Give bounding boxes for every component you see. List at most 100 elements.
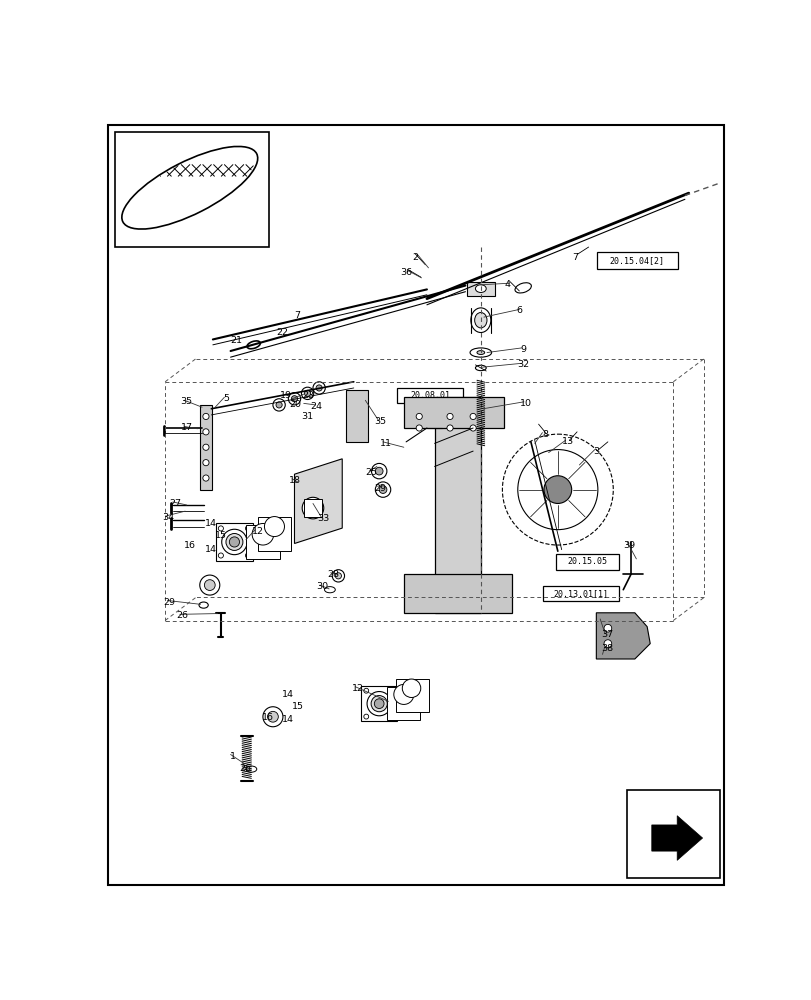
Text: 32: 32 <box>517 360 529 369</box>
Bar <box>303 499 322 517</box>
Text: 3: 3 <box>593 447 599 456</box>
Circle shape <box>367 692 391 716</box>
Circle shape <box>218 526 223 531</box>
Text: 35: 35 <box>180 397 192 406</box>
Circle shape <box>203 429 208 435</box>
Polygon shape <box>651 816 702 860</box>
Bar <box>216 523 253 561</box>
Circle shape <box>291 396 297 402</box>
Circle shape <box>245 553 251 558</box>
Text: 27: 27 <box>169 499 181 508</box>
Circle shape <box>470 425 475 431</box>
Circle shape <box>401 679 420 698</box>
Text: 38: 38 <box>600 644 612 653</box>
Circle shape <box>393 684 414 704</box>
Ellipse shape <box>470 308 490 333</box>
Circle shape <box>371 696 387 712</box>
Circle shape <box>332 570 344 582</box>
Bar <box>257 517 291 551</box>
Text: 6: 6 <box>516 306 521 315</box>
Circle shape <box>374 699 384 709</box>
Ellipse shape <box>470 348 491 357</box>
Text: 2: 2 <box>412 253 418 262</box>
Text: 1: 1 <box>230 752 236 761</box>
Text: 39: 39 <box>623 541 635 550</box>
Text: 14: 14 <box>205 545 217 554</box>
Circle shape <box>446 425 453 431</box>
Text: 15: 15 <box>291 702 303 711</box>
Circle shape <box>203 460 208 466</box>
Circle shape <box>603 624 611 632</box>
Circle shape <box>415 413 422 420</box>
Text: 14: 14 <box>205 519 217 528</box>
Bar <box>115 132 268 247</box>
Bar <box>555 554 618 570</box>
Ellipse shape <box>475 365 486 371</box>
Ellipse shape <box>247 341 260 349</box>
Text: 16: 16 <box>262 713 274 722</box>
Circle shape <box>315 385 322 391</box>
Text: 8: 8 <box>542 430 548 439</box>
Bar <box>543 586 618 601</box>
Bar <box>246 525 280 559</box>
Text: 34: 34 <box>162 513 174 522</box>
Text: 29: 29 <box>164 598 175 607</box>
Circle shape <box>379 486 386 493</box>
Circle shape <box>363 714 368 719</box>
Bar <box>403 574 511 613</box>
Circle shape <box>276 402 281 408</box>
Circle shape <box>389 714 394 719</box>
Text: 5: 5 <box>224 394 230 403</box>
Circle shape <box>229 537 239 547</box>
Text: 26: 26 <box>176 611 188 620</box>
Circle shape <box>252 523 273 545</box>
Text: 26: 26 <box>239 764 251 773</box>
Circle shape <box>415 425 422 431</box>
Text: 7: 7 <box>294 311 300 320</box>
Circle shape <box>272 399 285 411</box>
Ellipse shape <box>324 587 335 593</box>
Ellipse shape <box>267 711 278 722</box>
Text: 37: 37 <box>600 630 612 639</box>
Ellipse shape <box>199 602 208 608</box>
Bar <box>200 405 212 490</box>
Text: 12: 12 <box>351 684 363 693</box>
Circle shape <box>371 463 386 479</box>
Circle shape <box>203 444 208 450</box>
Ellipse shape <box>200 575 220 595</box>
Bar <box>345 389 367 442</box>
Text: 14: 14 <box>282 690 294 699</box>
Text: 12: 12 <box>251 527 264 536</box>
Ellipse shape <box>263 707 282 727</box>
Text: 14: 14 <box>282 715 294 724</box>
Text: 20.15.04[2]: 20.15.04[2] <box>609 256 664 265</box>
Text: 7: 7 <box>571 253 577 262</box>
Bar <box>403 397 504 428</box>
Text: 15: 15 <box>214 531 226 540</box>
Circle shape <box>517 450 597 530</box>
Circle shape <box>335 573 341 579</box>
Circle shape <box>221 529 247 555</box>
Ellipse shape <box>474 312 487 328</box>
Bar <box>396 679 429 712</box>
Circle shape <box>375 482 390 497</box>
Text: 30: 30 <box>315 582 328 591</box>
Text: 9: 9 <box>520 345 526 354</box>
Circle shape <box>304 390 311 396</box>
Ellipse shape <box>475 285 486 292</box>
Circle shape <box>389 688 394 693</box>
Text: 25: 25 <box>365 468 377 477</box>
Circle shape <box>502 434 612 545</box>
Circle shape <box>301 387 313 400</box>
Bar <box>434 397 480 613</box>
Circle shape <box>603 640 611 647</box>
Text: 13: 13 <box>561 437 573 446</box>
Circle shape <box>225 533 242 550</box>
Ellipse shape <box>204 580 215 590</box>
Text: 35: 35 <box>374 417 386 426</box>
Circle shape <box>245 526 251 531</box>
Circle shape <box>470 413 475 420</box>
Text: 31: 31 <box>301 412 313 421</box>
Text: 33: 33 <box>317 514 329 523</box>
Bar <box>397 388 462 403</box>
